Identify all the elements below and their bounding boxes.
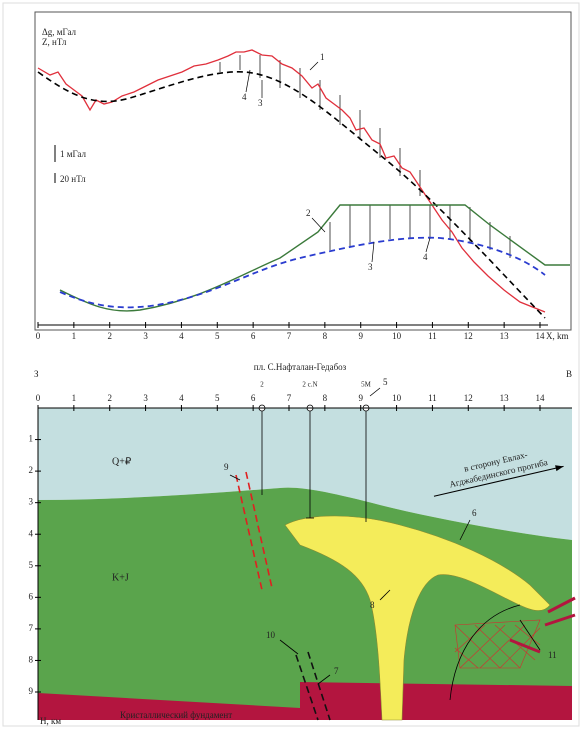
intrusion (284, 515, 551, 721)
x-tick-label: 9 (358, 331, 363, 341)
x-tick-label: 11 (428, 393, 437, 403)
callout: 9 (224, 462, 229, 472)
sediment-layer (38, 408, 572, 540)
well-label: 2 (260, 381, 264, 389)
scale-label: 1 мГал (60, 149, 86, 159)
curve-label: 2 (306, 208, 311, 218)
depth-tick-label: 1 (29, 434, 34, 444)
curve-2 (59, 204, 570, 312)
x-tick-label: 2 (107, 393, 112, 403)
x-tick-label: 13 (500, 393, 510, 403)
x-tick-label: 4 (179, 331, 184, 341)
x-tick-label: 3 (143, 393, 148, 403)
x-tick-label: 12 (464, 331, 473, 341)
fault-9 (235, 471, 273, 591)
x-tick-label: 12 (464, 393, 473, 403)
x-tick-label: 14 (536, 393, 546, 403)
callout: 11 (548, 650, 557, 660)
curve-label: 4 (242, 92, 247, 102)
depth-tick-label: 9 (29, 686, 34, 696)
x-tick-label: 1 (72, 393, 77, 403)
x-tick-label: 11 (428, 331, 437, 341)
contour (449, 604, 521, 701)
depth-tick-label: 6 (29, 591, 34, 601)
x-label: X, km (546, 331, 569, 341)
x-tick-label: 7 (287, 331, 292, 341)
direction-east: В (566, 369, 572, 379)
curve-label: 3 (368, 262, 373, 272)
callout: 10 (266, 630, 276, 640)
profile-name: пл. С.Нафталан-Гедабоз (254, 362, 347, 372)
x-tick-label: 9 (358, 393, 363, 403)
basement-label: Кристаллический фундамент (120, 710, 232, 720)
curve-label: 1 (320, 52, 325, 62)
depth-tick-label: 3 (29, 497, 34, 507)
depth-tick-label: 8 (29, 655, 34, 665)
hatching (219, 55, 511, 258)
curve-3-blue (59, 236, 546, 309)
basement (38, 682, 572, 720)
depth-label: Н, км (40, 716, 61, 726)
x-tick-label: 7 (287, 393, 292, 403)
x-tick-label: 10 (392, 393, 402, 403)
callout: 5 (383, 377, 388, 387)
well-label: 2 с.N (302, 381, 317, 389)
x-tick-label: 8 (323, 331, 328, 341)
x-tick-label: 10 (392, 331, 402, 341)
wells (229, 387, 541, 685)
callout: 8 (370, 600, 375, 610)
x-tick-label: 1 (72, 331, 77, 341)
callout: 6 (472, 508, 477, 518)
curve-label: 4 (423, 252, 428, 262)
arrow-head (555, 465, 564, 472)
x-tick-label: 3 (143, 331, 148, 341)
y-label: Z, нТл (42, 37, 67, 47)
x-tick-label: 2 (107, 331, 112, 341)
x-tick-label: 0 (36, 393, 41, 403)
fault-10 (295, 651, 331, 721)
top-frame (34, 11, 572, 331)
x-tick-label: 5 (215, 331, 220, 341)
leaders (245, 61, 431, 263)
x-tick-label: 14 (536, 331, 546, 341)
curve-1 (37, 49, 546, 313)
depth-tick-label: 4 (29, 528, 34, 538)
depth-tick-label: 5 (29, 560, 34, 570)
x-tick-label: 13 (500, 331, 510, 341)
x-tick-label: 0 (36, 331, 41, 341)
depth-tick-label: 7 (29, 623, 34, 633)
well-label: 5М (361, 381, 372, 389)
curve-label: 3 (258, 98, 263, 108)
direction-arrow (433, 465, 564, 497)
x-tick-label: 4 (179, 393, 184, 403)
arrows (509, 596, 576, 654)
scale-label: 20 нТл (60, 174, 86, 184)
unit-label: K+J (112, 572, 129, 583)
curve-3 (37, 71, 546, 319)
x-tick-label: 6 (251, 393, 256, 403)
x-tick-label: 8 (323, 393, 328, 403)
x-tick-label: 5 (215, 393, 220, 403)
depth-tick-label: 2 (29, 465, 34, 475)
callout: 7 (334, 666, 339, 676)
unit-label: Q+₽ (112, 456, 132, 467)
y-label: Δg, мГал (42, 27, 77, 37)
x-tick-label: 6 (251, 331, 256, 341)
direction-west: З (34, 369, 39, 379)
